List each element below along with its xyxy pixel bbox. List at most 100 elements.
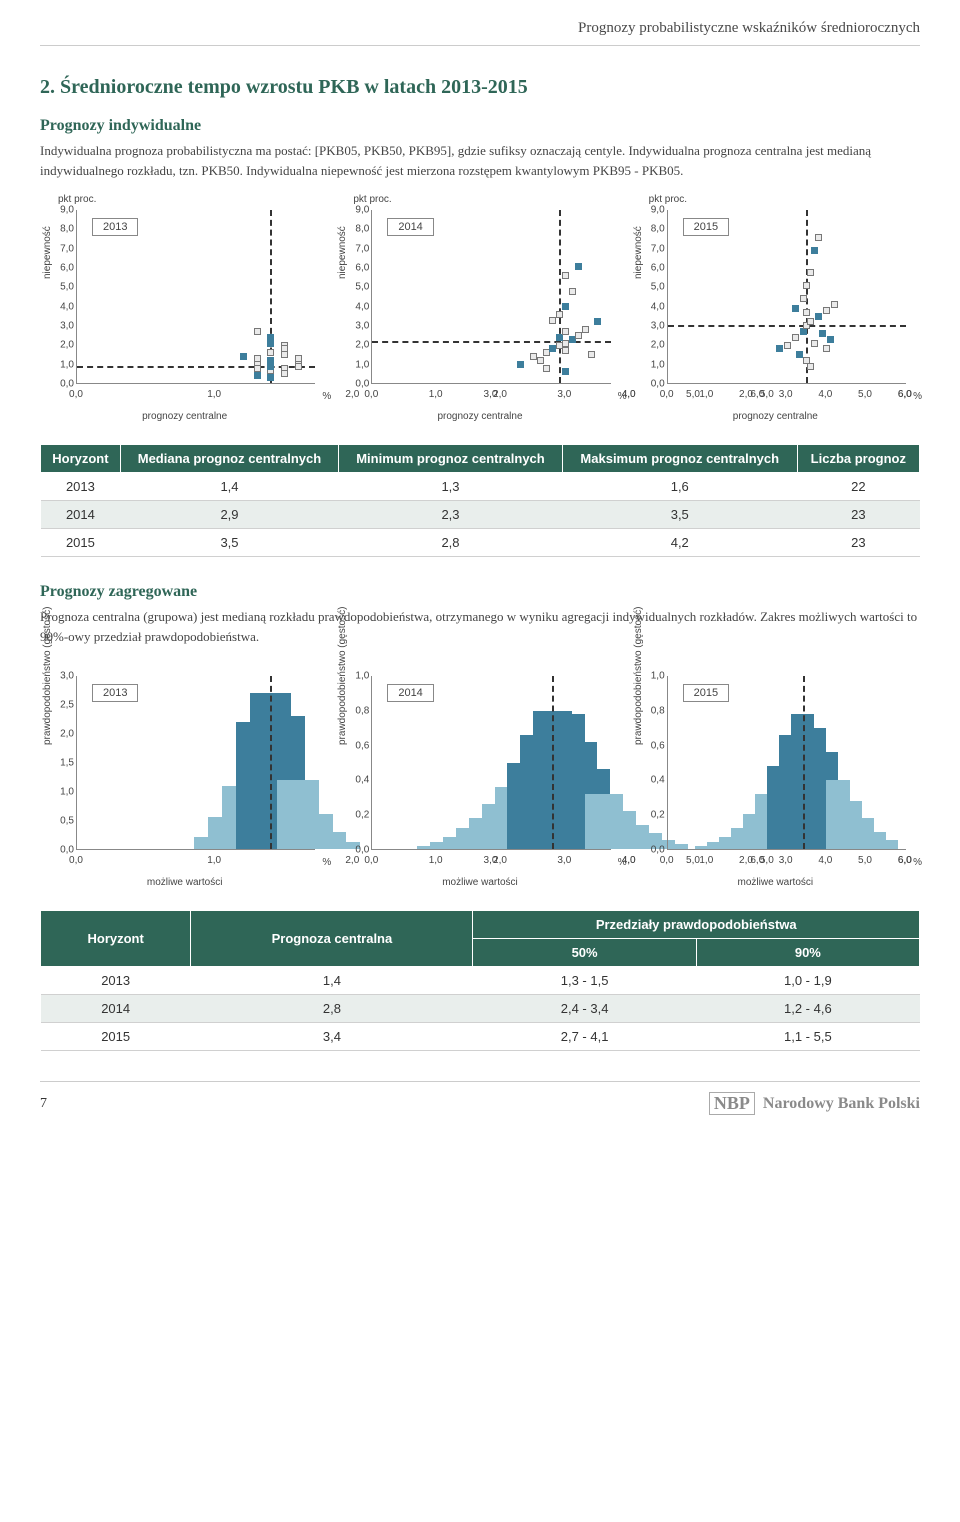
y-tick: 4,0	[56, 301, 74, 312]
table-cell: 2015	[41, 529, 121, 557]
y-tick: 3,0	[647, 321, 665, 332]
median-line-v	[803, 676, 805, 849]
data-point	[807, 363, 814, 370]
data-point	[803, 309, 810, 316]
data-point	[807, 269, 814, 276]
bank-name: Narodowy Bank Polski	[763, 1095, 920, 1113]
corner-label: pkt proc.	[649, 194, 687, 205]
x-tick: 1,0	[207, 389, 221, 400]
table-header: 50%	[473, 939, 696, 967]
x-axis-label: możliwe wartości	[40, 877, 329, 888]
table-header: Minimum prognoz centralnych	[339, 445, 563, 473]
table-cell: 2015	[41, 1023, 191, 1051]
y-tick: 1,0	[351, 671, 369, 682]
individual-paragraph: Indywidualna prognoza probabilistyczna m…	[40, 141, 920, 180]
hist-row: prawdopodobieństwo (gęstość)0,00,51,01,5…	[40, 660, 920, 890]
y-tick: 6,0	[647, 263, 665, 274]
table-cell: 1,6	[562, 473, 797, 501]
x-axis-label: prognozy centralne	[40, 411, 329, 422]
table-header: Mediana prognoz centralnych	[120, 445, 338, 473]
hist-panel-2015: prawdopodobieństwo (gęstość)0,00,20,40,6…	[631, 660, 920, 890]
y-tick: 0,2	[647, 810, 665, 821]
y-tick: 3,0	[56, 321, 74, 332]
data-point	[562, 368, 569, 375]
nbp-logo-icon: NBP	[709, 1092, 755, 1115]
pct-label: %	[618, 391, 627, 402]
data-point	[796, 351, 803, 358]
data-point	[569, 288, 576, 295]
data-point	[562, 328, 569, 335]
y-tick: 7,0	[647, 243, 665, 254]
table-cell: 2,9	[120, 501, 338, 529]
year-label: 2015	[683, 684, 729, 702]
y-tick: 0,5	[56, 816, 74, 827]
data-point	[582, 326, 589, 333]
table-cell: 1,3	[339, 473, 563, 501]
summary-table-1: HoryzontMediana prognoz centralnychMinim…	[40, 444, 920, 557]
data-point	[819, 330, 826, 337]
y-tick: 0,2	[351, 810, 369, 821]
data-point	[823, 345, 830, 352]
y-tick: 1,0	[56, 359, 74, 370]
y-tick: 2,0	[56, 729, 74, 740]
y-tick: 1,5	[56, 758, 74, 769]
y-tick: 5,0	[647, 282, 665, 293]
data-point	[784, 342, 791, 349]
table-row: 20153,42,7 - 4,11,1 - 5,5	[41, 1023, 920, 1051]
y-tick: 9,0	[647, 205, 665, 216]
table-cell: 1,0 - 1,9	[696, 967, 919, 995]
scatter-panel-2013: pkt proc.niepewność0,01,02,03,04,05,06,0…	[40, 194, 329, 424]
data-point	[281, 345, 288, 352]
pct-label: %	[322, 391, 331, 402]
table-header: Prognoza centralna	[191, 911, 473, 967]
x-tick: 5,0	[858, 855, 872, 866]
data-point	[562, 303, 569, 310]
y-tick: 5,0	[56, 282, 74, 293]
table-cell: 2,3	[339, 501, 563, 529]
data-point	[254, 355, 261, 362]
x-tick: 2,0	[493, 389, 507, 400]
chart-body	[76, 676, 315, 850]
running-title: Prognozy probabilistyczne wskaźników śre…	[578, 20, 920, 36]
median-line-v	[559, 210, 561, 383]
data-point	[815, 313, 822, 320]
chart-body	[76, 210, 315, 384]
table-cell: 2,8	[191, 995, 473, 1023]
data-point	[517, 361, 524, 368]
chart-body	[371, 676, 610, 850]
data-point	[803, 282, 810, 289]
y-tick: 3,0	[351, 321, 369, 332]
x-tick: 2,0	[739, 389, 753, 400]
table-cell: 3,5	[562, 501, 797, 529]
y-tick: 2,0	[351, 340, 369, 351]
hist-bar	[874, 840, 898, 849]
page-footer: 7 NBP Narodowy Bank Polski	[40, 1081, 920, 1115]
x-tick: 3,0	[557, 855, 571, 866]
data-point	[811, 247, 818, 254]
table-cell: 2014	[41, 995, 191, 1023]
y-tick: 3,0	[56, 671, 74, 682]
y-tick: 6,0	[56, 263, 74, 274]
table-header: Maksimum prognoz centralnych	[562, 445, 797, 473]
y-tick: 0,0	[647, 379, 665, 390]
y-tick: 1,0	[647, 671, 665, 682]
scatter-panel-2014: pkt proc.niepewność0,01,02,03,04,05,06,0…	[335, 194, 624, 424]
y-tick: 9,0	[56, 205, 74, 216]
table-cell: 2013	[41, 967, 191, 995]
y-axis-label: niepewność	[42, 226, 53, 279]
y-tick: 9,0	[351, 205, 369, 216]
year-label: 2014	[387, 218, 433, 236]
y-axis-label: prawdopodobieństwo (gęstość)	[337, 607, 348, 745]
year-label: 2014	[387, 684, 433, 702]
x-tick: 1,0	[699, 389, 713, 400]
table-cell: 23	[797, 501, 919, 529]
data-point	[800, 295, 807, 302]
table-row: 20131,41,31,622	[41, 473, 920, 501]
individual-heading: Prognozy indywidualne	[40, 117, 920, 135]
data-point	[594, 318, 601, 325]
y-tick: 0,8	[351, 705, 369, 716]
x-tick: 1,0	[699, 855, 713, 866]
y-tick: 0,4	[351, 775, 369, 786]
y-tick: 5,0	[351, 282, 369, 293]
x-tick: 1,0	[429, 389, 443, 400]
